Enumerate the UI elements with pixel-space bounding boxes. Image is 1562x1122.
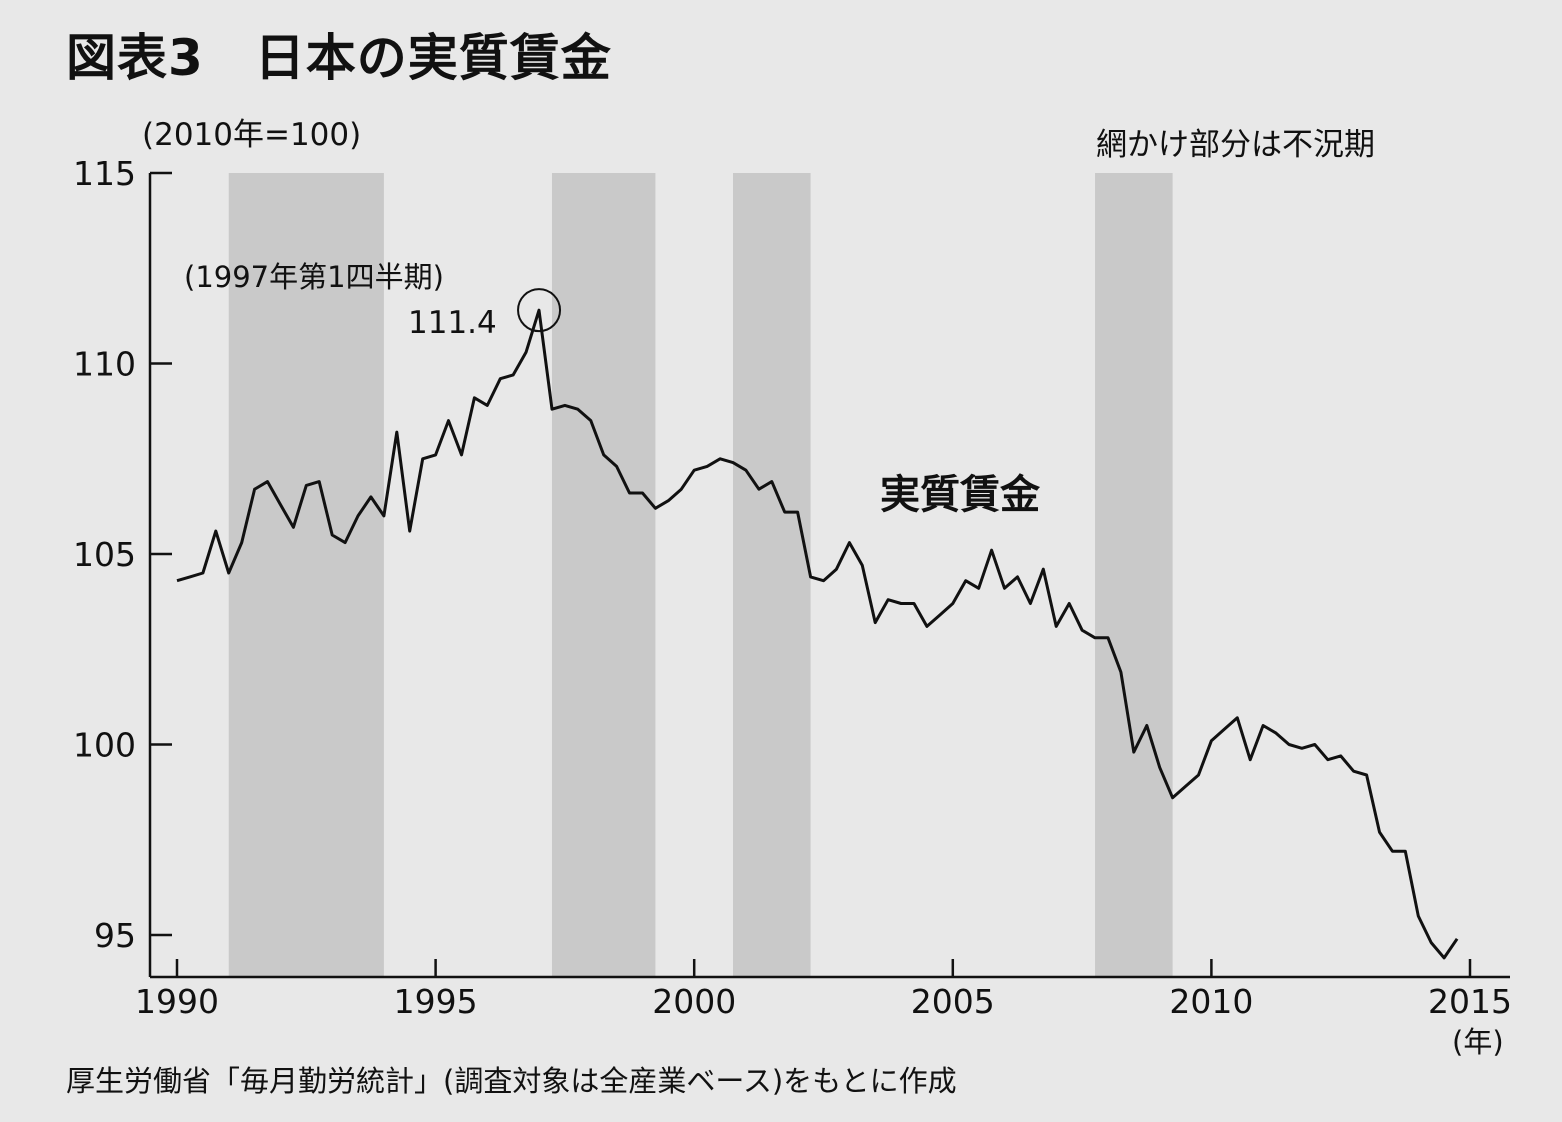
- x-tick-label-1995: 1995: [394, 982, 478, 1021]
- recession-band-4: [1095, 173, 1173, 977]
- x-tick-label-1990: 1990: [135, 982, 219, 1021]
- y-tick-label-115: 115: [73, 154, 136, 193]
- x-tick-label-2010: 2010: [1169, 982, 1253, 1021]
- recession-bands: [228, 173, 1173, 977]
- label-layer: (2010年=100) 網かけ部分は不況期 実質賃金 (1997年第1四半期) …: [142, 117, 1504, 1059]
- y-tick-label-95: 95: [94, 916, 136, 955]
- peak-annotation-label: (1997年第1四半期): [184, 260, 444, 294]
- chart-title: 図表3 日本の実質賃金: [66, 29, 612, 87]
- series-layer: [176, 288, 1459, 960]
- peak-annotation-value: 111.4: [408, 305, 497, 341]
- unit-label: (2010年=100): [142, 117, 361, 153]
- y-tick-label-110: 110: [73, 345, 136, 384]
- x-tick-label-2005: 2005: [911, 982, 995, 1021]
- series-label: 実質賃金: [880, 472, 1041, 518]
- x-tick-label-2000: 2000: [652, 982, 736, 1021]
- peak-marker-circle: [517, 288, 562, 333]
- axes: 95 100 105 110 115 1990 1995 2000 2005 2010 2015: [73, 154, 1512, 1021]
- y-tick-label-100: 100: [73, 726, 136, 765]
- shading-note: 網かけ部分は不況期: [1096, 127, 1375, 163]
- x-axis-unit: (年): [1452, 1025, 1504, 1059]
- source-note: 厚生労働省「毎月勤労統計」(調査対象は全産業ベース)をもとに作成: [66, 1064, 957, 1098]
- recession-band-3: [732, 173, 811, 977]
- recession-band-2: [551, 173, 656, 977]
- series-line-1: [176, 308, 1459, 960]
- y-tick-label-105: 105: [73, 535, 136, 574]
- x-tick-label-2015: 2015: [1428, 982, 1512, 1021]
- recession-band-1: [228, 173, 384, 977]
